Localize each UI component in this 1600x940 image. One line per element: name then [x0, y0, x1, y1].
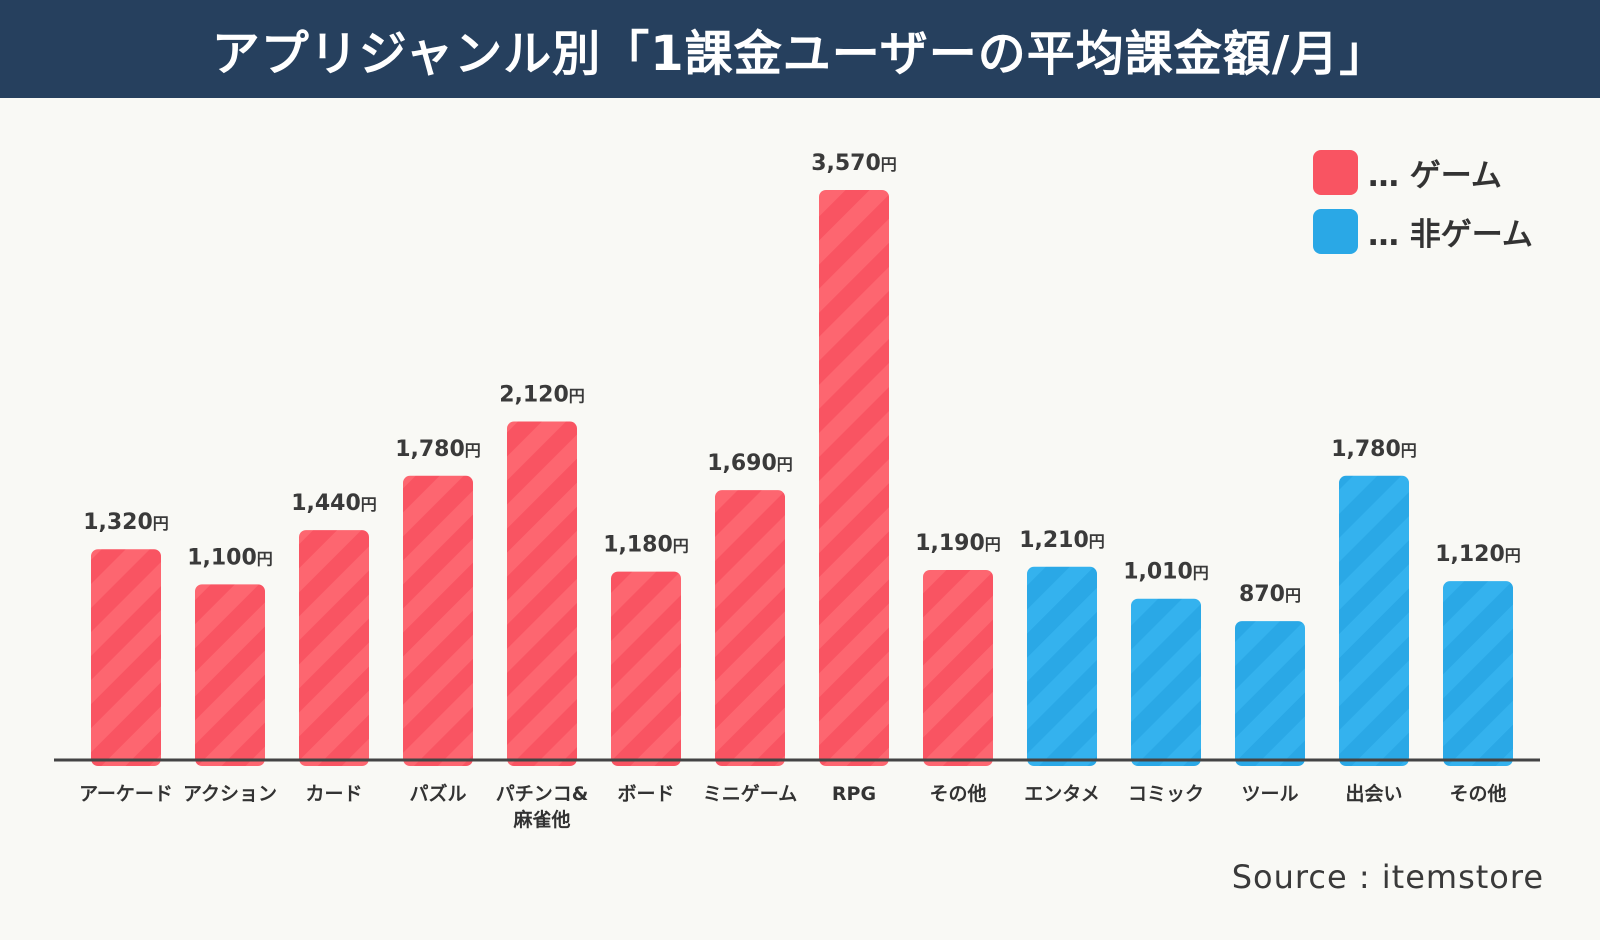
bar-6 — [611, 571, 681, 766]
bar-value-label-3: 1,440円 — [291, 491, 377, 516]
bar-14 — [1443, 581, 1513, 766]
bar-value-label-5: 2,120円 — [499, 383, 585, 408]
bar-value-label-11: 1,010円 — [1123, 560, 1209, 585]
bar-value-label-7: 1,690円 — [707, 451, 793, 476]
bar-value-label-8: 3,570円 — [811, 151, 897, 176]
bars-group: 1,320円アーケード1,100円アクション1,440円カード1,780円パズル… — [79, 151, 1521, 831]
bar-2 — [195, 584, 265, 766]
x-tick-label-8: RPG — [832, 783, 876, 805]
bar-8 — [819, 190, 889, 766]
bar-10 — [1027, 566, 1097, 766]
x-tick-label-6: ボード — [617, 783, 674, 805]
bar-11 — [1131, 598, 1201, 766]
bar-9 — [923, 570, 993, 766]
bar-value-label-14: 1,120円 — [1435, 542, 1521, 567]
legend-swatch-non-game — [1313, 209, 1358, 254]
chart-title: アプリジャンル別「1課金ユーザーの平均課金額/月」 — [211, 26, 1389, 82]
x-tick-label-12: ツール — [1241, 783, 1298, 805]
bar-value-label-10: 1,210円 — [1019, 528, 1105, 553]
legend-label-game: … ゲーム — [1368, 158, 1502, 194]
x-tick-label-1: アーケード — [79, 783, 173, 805]
header-banner: アプリジャンル別「1課金ユーザーの平均課金額/月」 — [0, 0, 1600, 98]
bar-value-label-4: 1,780円 — [395, 437, 481, 462]
legend-label-non-game: … 非ゲーム — [1368, 217, 1533, 253]
legend: … ゲーム … 非ゲーム — [1313, 150, 1533, 268]
legend-swatch-game — [1313, 150, 1358, 195]
x-tick-label-4: パズル — [409, 782, 466, 805]
legend-item-non-game: … 非ゲーム — [1313, 209, 1533, 254]
bar-7 — [715, 490, 785, 766]
bar-value-label-9: 1,190円 — [915, 531, 1001, 556]
x-tick-label-3: カード — [305, 783, 362, 805]
bar-5 — [507, 421, 577, 766]
bar-3 — [299, 530, 369, 766]
bar-chart: 1,320円アーケード1,100円アクション1,440円カード1,780円パズル… — [54, 151, 1540, 831]
x-tick-label-10: エンタメ — [1024, 783, 1099, 805]
bar-value-label-2: 1,100円 — [187, 545, 273, 570]
bar-12 — [1235, 621, 1305, 766]
x-tick-label-11: コミック — [1128, 783, 1204, 805]
source-credit: Source : itemstore — [1231, 858, 1544, 896]
bar-value-label-12: 870円 — [1239, 582, 1301, 607]
x-tick-label-2: アクション — [183, 783, 277, 805]
bar-1 — [91, 549, 161, 766]
x-tick-label-7: ミニゲーム — [703, 783, 797, 805]
bar-value-label-13: 1,780円 — [1331, 437, 1417, 462]
bar-value-label-6: 1,180円 — [603, 533, 689, 558]
bar-13 — [1339, 475, 1409, 766]
legend-item-game: … ゲーム — [1313, 150, 1533, 195]
bar-4 — [403, 475, 473, 766]
x-tick-label-9: その他 — [929, 782, 986, 805]
x-tick-label-13: 出会い — [1345, 782, 1402, 805]
x-tick-label-14: その他 — [1449, 782, 1506, 805]
bar-value-label-1: 1,320円 — [83, 510, 169, 535]
x-tick-label-5: パチンコ&麻雀他 — [496, 783, 589, 831]
